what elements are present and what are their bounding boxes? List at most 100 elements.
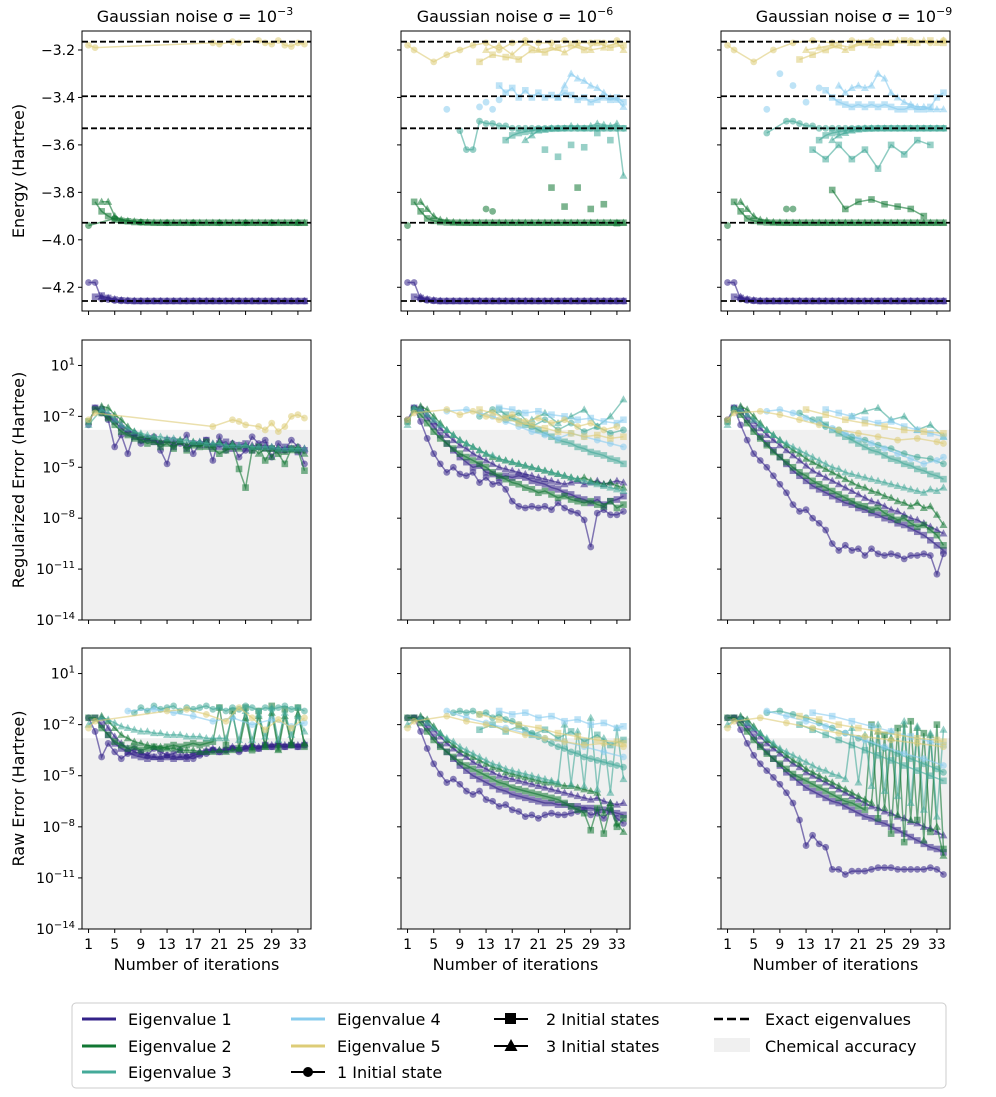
- data-point: [841, 45, 850, 53]
- data-point: [848, 867, 856, 875]
- data-point: [430, 760, 438, 768]
- plot-area: [82, 401, 311, 620]
- data-point: [933, 765, 941, 773]
- data-point: [229, 416, 236, 424]
- data-point: [900, 717, 909, 725]
- data-point: [855, 429, 862, 437]
- data-point: [535, 791, 542, 798]
- data-point: [124, 450, 132, 458]
- data-point: [586, 795, 595, 803]
- data-point: [169, 730, 178, 738]
- data-point: [860, 296, 869, 305]
- data-point: [743, 416, 751, 424]
- data-point: [469, 41, 477, 49]
- data-point: [783, 765, 790, 773]
- data-point: [894, 450, 902, 458]
- data-point: [860, 218, 869, 226]
- data-point: [920, 460, 928, 468]
- data-point: [117, 722, 126, 730]
- data-point: [848, 37, 856, 44]
- data-point: [855, 440, 862, 447]
- data-point: [933, 531, 941, 539]
- data-point: [274, 716, 282, 723]
- data-point: [913, 453, 921, 461]
- data-point: [287, 730, 296, 738]
- data-point: [795, 456, 804, 464]
- data-point: [301, 707, 308, 715]
- plot-area: [82, 37, 311, 305]
- data-point: [606, 798, 615, 806]
- data-point: [149, 728, 158, 737]
- data-point: [927, 430, 934, 437]
- data-point: [131, 743, 138, 751]
- data-point: [521, 769, 530, 778]
- data-point: [606, 478, 615, 486]
- data-point: [620, 98, 627, 106]
- data-point: [554, 153, 562, 161]
- data-point: [783, 205, 790, 213]
- data-point: [580, 405, 589, 413]
- data-point: [881, 820, 888, 827]
- data-point: [900, 514, 908, 522]
- data-point: [600, 418, 608, 425]
- data-point: [287, 705, 295, 713]
- data-point: [593, 501, 601, 508]
- data-point: [815, 456, 824, 464]
- data-point: [561, 37, 568, 44]
- data-point: [919, 102, 928, 110]
- data-point: [906, 502, 915, 510]
- data-point: [580, 738, 588, 745]
- legend-label-e2: Eigenvalue 2: [128, 1037, 232, 1056]
- data-point: [580, 445, 588, 452]
- data-point: [534, 45, 543, 53]
- data-point: [254, 442, 263, 450]
- data-point: [940, 762, 947, 769]
- data-point: [913, 837, 921, 844]
- data-point: [874, 818, 882, 826]
- data-point: [796, 120, 803, 127]
- data-point: [809, 51, 816, 59]
- data-point: [932, 105, 941, 113]
- data-point: [907, 755, 915, 763]
- data-point: [221, 747, 230, 755]
- x-tick-label: 9: [775, 937, 784, 953]
- data-point: [548, 739, 555, 747]
- data-point: [802, 414, 810, 422]
- data-point: [287, 740, 296, 749]
- data-point: [554, 435, 562, 442]
- data-point: [887, 864, 895, 872]
- data-point: [835, 729, 843, 737]
- data-point: [541, 811, 549, 819]
- data-point: [183, 705, 191, 713]
- data-point: [574, 806, 581, 814]
- data-point: [828, 492, 836, 500]
- data-point: [783, 789, 790, 797]
- data-point: [567, 124, 575, 132]
- data-point: [887, 728, 895, 735]
- data-point: [593, 736, 601, 744]
- data-point: [508, 806, 516, 814]
- data-point: [932, 296, 941, 305]
- data-point: [149, 742, 158, 750]
- data-point: [607, 435, 614, 442]
- data-point: [261, 457, 269, 464]
- data-point: [607, 44, 614, 51]
- legend-marker-s1: [303, 1067, 313, 1077]
- data-point: [547, 43, 556, 51]
- data-point: [567, 507, 575, 515]
- data-point: [619, 218, 628, 226]
- data-point: [940, 768, 947, 776]
- data-point: [449, 296, 458, 305]
- y-tick-label: 10−11: [36, 560, 75, 578]
- data-point: [169, 434, 178, 442]
- data-point: [104, 414, 112, 422]
- data-point: [123, 723, 132, 732]
- plot-area: [401, 395, 630, 620]
- data-point: [835, 141, 843, 149]
- data-point: [548, 91, 555, 99]
- data-point: [783, 458, 790, 466]
- x-tick-label: 33: [928, 937, 946, 953]
- data-point: [756, 435, 764, 442]
- data-point: [815, 840, 823, 848]
- data-point: [294, 704, 302, 712]
